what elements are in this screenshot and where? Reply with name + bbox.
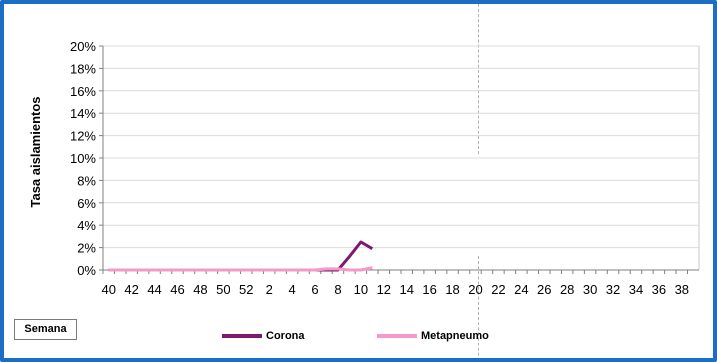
x-tick-label: 16 <box>422 282 436 297</box>
legend-item-corona: Corona <box>222 327 305 345</box>
legend-swatch-corona <box>222 334 262 338</box>
y-tick-label: 14% <box>70 106 96 121</box>
x-axis-title: Semana <box>14 319 77 340</box>
y-tick-label: 6% <box>77 196 96 211</box>
series-lines <box>108 240 374 272</box>
y-axis: 0% 2% 4% 6% 8% 10% 12% 14% 16% 18% 20% <box>70 39 104 278</box>
x-tick-label: 40 <box>101 282 115 297</box>
x-tick-label: 18 <box>445 282 459 297</box>
x-tick-label: 46 <box>170 282 184 297</box>
legend-label-corona: Corona <box>266 330 305 342</box>
x-tick-label: 28 <box>560 282 574 297</box>
x-tick-label: 26 <box>537 282 551 297</box>
legend-label-metapneumo: Metapneumo <box>421 330 489 342</box>
series-line-metapneumo <box>108 266 373 272</box>
grid-lines <box>103 45 700 270</box>
x-tick-label: 32 <box>606 282 620 297</box>
legend-swatch-metapneumo <box>377 334 417 338</box>
x-tick-label: 12 <box>377 282 391 297</box>
series-line-corona <box>108 240 374 272</box>
x-tick-label: 6 <box>311 282 318 297</box>
divider-line-bottom <box>478 256 479 358</box>
legend: Corona Metapneumo <box>4 327 713 345</box>
x-tick-label: 30 <box>583 282 597 297</box>
x-axis: 40 42 44 46 48 50 52 2 4 6 8 10 12 14 16 18 20 22 24 26 28 30… <box>101 269 699 297</box>
x-tick-label: 8 <box>334 282 341 297</box>
x-tick-label: 38 <box>675 282 689 297</box>
x-tick-label: 10 <box>354 282 368 297</box>
y-tick-label: 4% <box>77 218 96 233</box>
y-tick-label: 16% <box>70 84 96 99</box>
y-tick-label: 18% <box>70 61 96 76</box>
x-tick-label: 48 <box>193 282 207 297</box>
x-tick-label: 50 <box>216 282 230 297</box>
y-tick-label: 20% <box>70 39 96 54</box>
legend-item-metapneumo: Metapneumo <box>377 327 489 345</box>
x-tick-label: 4 <box>288 282 295 297</box>
x-tick-label: 52 <box>239 282 253 297</box>
x-tick-label: 44 <box>147 282 161 297</box>
y-tick-label: 8% <box>77 173 96 188</box>
x-tick-label: 20 <box>468 282 482 297</box>
y-tick-label: 0% <box>77 263 96 278</box>
divider-line-top <box>478 4 479 154</box>
x-tick-label: 42 <box>124 282 138 297</box>
x-tick-label: 34 <box>629 282 643 297</box>
y-tick-label: 10% <box>70 151 96 166</box>
y-tick-label: 2% <box>77 241 96 256</box>
x-tick-label: 36 <box>652 282 666 297</box>
x-tick-label: 22 <box>491 282 505 297</box>
y-axis-title: Tasa aislamientos <box>28 96 43 207</box>
line-chart: 0%2%4%6%8%10%12%14%16%18%20% 40 42 44 46 48 5… <box>28 39 700 297</box>
y-tick-label: 12% <box>70 129 96 144</box>
x-tick-label: 14 <box>399 282 413 297</box>
x-tick-label: 24 <box>514 282 528 297</box>
x-tick-label: 2 <box>266 282 273 297</box>
